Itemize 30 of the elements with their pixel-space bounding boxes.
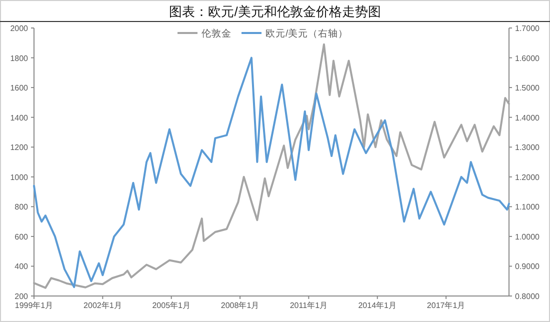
y2-tick-label: 1.2000 xyxy=(515,172,540,182)
y2-tick-label: 1.5000 xyxy=(515,84,540,93)
y2-tick-label: 1.0000 xyxy=(515,232,540,242)
y-tick-label: 600 xyxy=(14,232,29,242)
y-tick-label: 1800 xyxy=(10,54,29,63)
y-tick-label: 1600 xyxy=(10,84,29,93)
chart-title: 图表：欧元/美元和伦敦金价格走势图 xyxy=(169,4,381,19)
x-tick-label: 2011年1月 xyxy=(290,301,328,310)
y2-tick-label: 1.6000 xyxy=(515,54,540,63)
y-tick-label: 1000 xyxy=(10,172,29,182)
x-tick-label: 1999年1月 xyxy=(14,301,54,310)
x-tick-label: 2008年1月 xyxy=(220,301,260,310)
y2-tick-label: 0.8000 xyxy=(515,292,540,301)
y2-tick-label: 0.9000 xyxy=(515,262,540,272)
x-tick-label: 2017年1月 xyxy=(426,301,466,310)
x-tick-label: 2002年1月 xyxy=(84,301,122,310)
y-tick-label: 2000 xyxy=(10,24,29,33)
legend-label: 欧元/美元（右轴） xyxy=(266,28,348,40)
legend-label: 伦敦金 xyxy=(202,28,232,40)
y-tick-label: 1400 xyxy=(10,113,29,122)
y2-tick-label: 1.3000 xyxy=(515,143,540,152)
y-tick-label: 1200 xyxy=(10,143,29,152)
x-tick-label: 2005年1月 xyxy=(152,301,190,310)
y-tick-label: 200 xyxy=(14,292,29,301)
y-tick-label: 400 xyxy=(14,262,29,272)
y2-tick-label: 1.4000 xyxy=(515,113,540,122)
x-tick-label: 2014年1月 xyxy=(358,301,396,310)
y2-tick-label: 1.1000 xyxy=(515,202,540,212)
y-tick-label: 800 xyxy=(14,202,29,212)
y2-tick-label: 1.7000 xyxy=(515,24,540,33)
